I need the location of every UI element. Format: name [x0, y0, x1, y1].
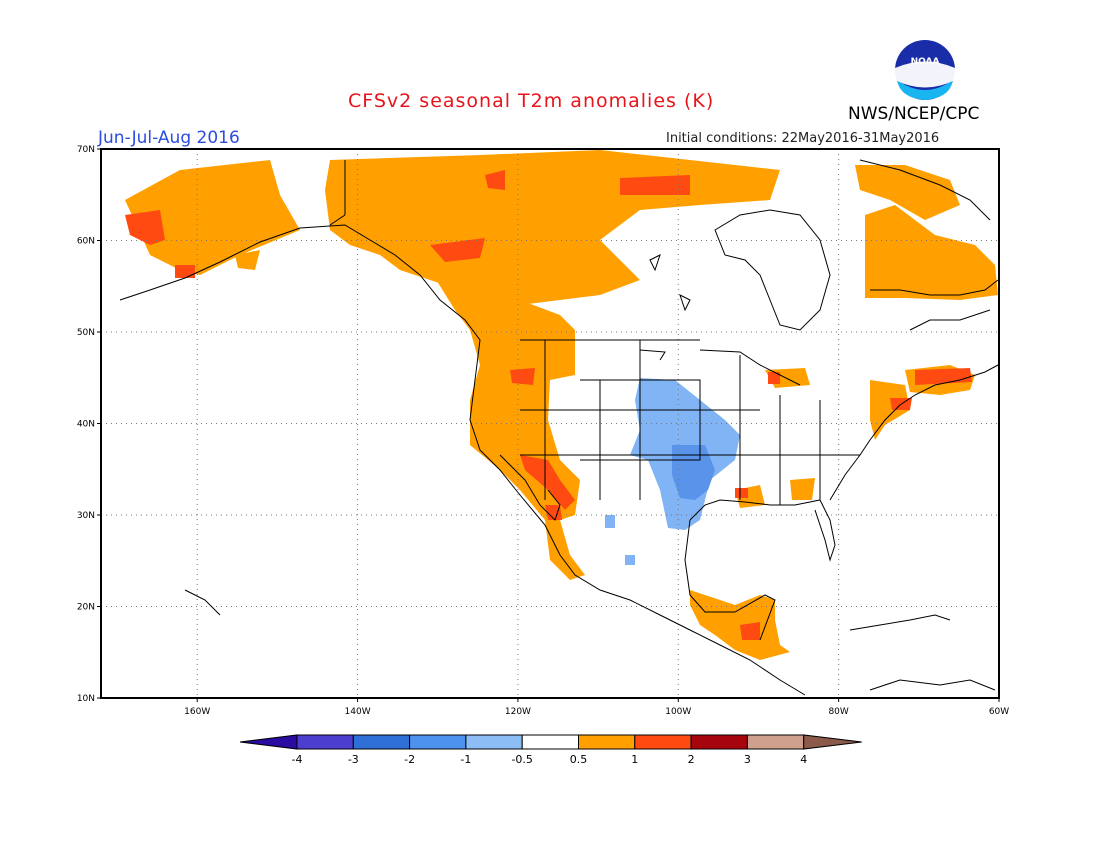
anomaly-region: [430, 270, 585, 580]
coastline-path: [714, 209, 831, 331]
lon-tick-label: 80W: [828, 707, 848, 717]
map-panel: [100, 148, 1000, 699]
coastline-path: [870, 279, 999, 296]
colorbar-segment: [465, 734, 523, 750]
colorbar-label: -1: [460, 753, 471, 766]
colorbar-segment: [409, 734, 467, 750]
colorbar-label: 0.5: [570, 753, 588, 766]
anomaly-region: [870, 380, 910, 440]
lat-tick-label: 20N: [77, 603, 95, 613]
coastline-path: [639, 349, 666, 361]
anomaly-region: [485, 170, 505, 190]
coastline-path: [869, 679, 996, 691]
coastline-path: [684, 519, 776, 641]
lon-tick-label: 140W: [345, 707, 371, 717]
coastlines: [119, 159, 999, 696]
lon-tick-label: 120W: [505, 707, 531, 717]
colorbar-segment: [690, 734, 748, 750]
anomaly-region: [430, 238, 485, 262]
lon-tick-label: 100W: [665, 707, 691, 717]
lat-tick-label: 60N: [77, 237, 95, 247]
colorbar-labels: -4 -3 -2 -1 -0.5 0.5 1 2 3 4: [292, 753, 808, 766]
lat-tick-label: 50N: [77, 328, 95, 338]
colorbar-arrow-right: [803, 734, 862, 750]
coastline-path: [699, 349, 801, 386]
lat-tick-label: 70N: [77, 145, 95, 155]
colorbar-label: 3: [744, 753, 751, 766]
coastline-path: [499, 454, 561, 521]
coastline-path: [829, 364, 999, 501]
colorbar-segment: [296, 734, 354, 750]
anomaly-region: [735, 488, 748, 498]
noaa-logo-text: NOAA: [911, 57, 940, 67]
anomaly-region: [865, 205, 998, 300]
coastline-path: [859, 159, 991, 221]
coastline-path: [649, 254, 661, 272]
lat-tick-label: 10N: [77, 694, 95, 704]
colorbar-label: -4: [292, 753, 303, 766]
lat-tick-label: 40N: [77, 420, 95, 430]
colorbar-arrow-left: [239, 734, 298, 750]
coastline-path: [679, 294, 691, 312]
colorbar-segment: [521, 734, 580, 750]
coastline-path: [849, 614, 951, 631]
map-title: CFSv2 seasonal T2m anomalies (K): [348, 90, 715, 112]
coastline-path: [329, 214, 346, 226]
anomaly-region: [545, 505, 562, 520]
anomaly-region: [605, 515, 615, 528]
anomaly-region: [125, 160, 300, 275]
initial-conditions-label: Initial conditions: 22May2016-31May2016: [666, 131, 940, 146]
colorbar-label: -0.5: [511, 753, 532, 766]
colorbar-segment: [352, 734, 411, 750]
anomaly-region: [740, 622, 760, 640]
anomaly-region: [790, 478, 815, 500]
agency-label: NWS/NCEP/CPC: [848, 104, 980, 124]
anomaly-region: [768, 372, 780, 384]
coastline-path: [909, 309, 991, 331]
colorbar-segment: [746, 734, 805, 750]
coastline-path: [689, 499, 836, 562]
colorbar-label: -3: [348, 753, 359, 766]
colorbar-segment: [634, 734, 692, 750]
colorbar-label: -2: [404, 753, 415, 766]
coastline-path: [119, 224, 806, 696]
anomaly-region: [855, 165, 960, 220]
latitude-labels: 70N 60N 50N 40N 30N 20N 10N: [77, 145, 101, 704]
anomaly-region: [125, 210, 165, 245]
anomaly-region: [625, 555, 635, 565]
colorbar: [239, 734, 862, 750]
season-label: Jun-Jul-Aug 2016: [98, 128, 240, 148]
anomaly-region: [510, 368, 535, 385]
colorbar-segment: [578, 734, 636, 750]
anomaly-region: [620, 175, 690, 195]
lon-tick-label: 160W: [184, 707, 210, 717]
colorbar-label: 1: [631, 753, 638, 766]
anomaly-region: [175, 265, 195, 278]
anomaly-region: [672, 445, 715, 500]
lon-tick-label: 60W: [989, 707, 1009, 717]
colorbar-label: 4: [800, 753, 807, 766]
anomaly-region: [520, 455, 575, 510]
coastline-path: [184, 589, 221, 616]
anomaly-region: [235, 250, 260, 270]
colorbar-label: 2: [688, 753, 695, 766]
longitude-labels: 160W 140W 120W 100W 80W 60W: [184, 698, 1009, 717]
noaa-logo: NOAA: [895, 40, 955, 100]
lat-tick-label: 30N: [77, 511, 95, 521]
